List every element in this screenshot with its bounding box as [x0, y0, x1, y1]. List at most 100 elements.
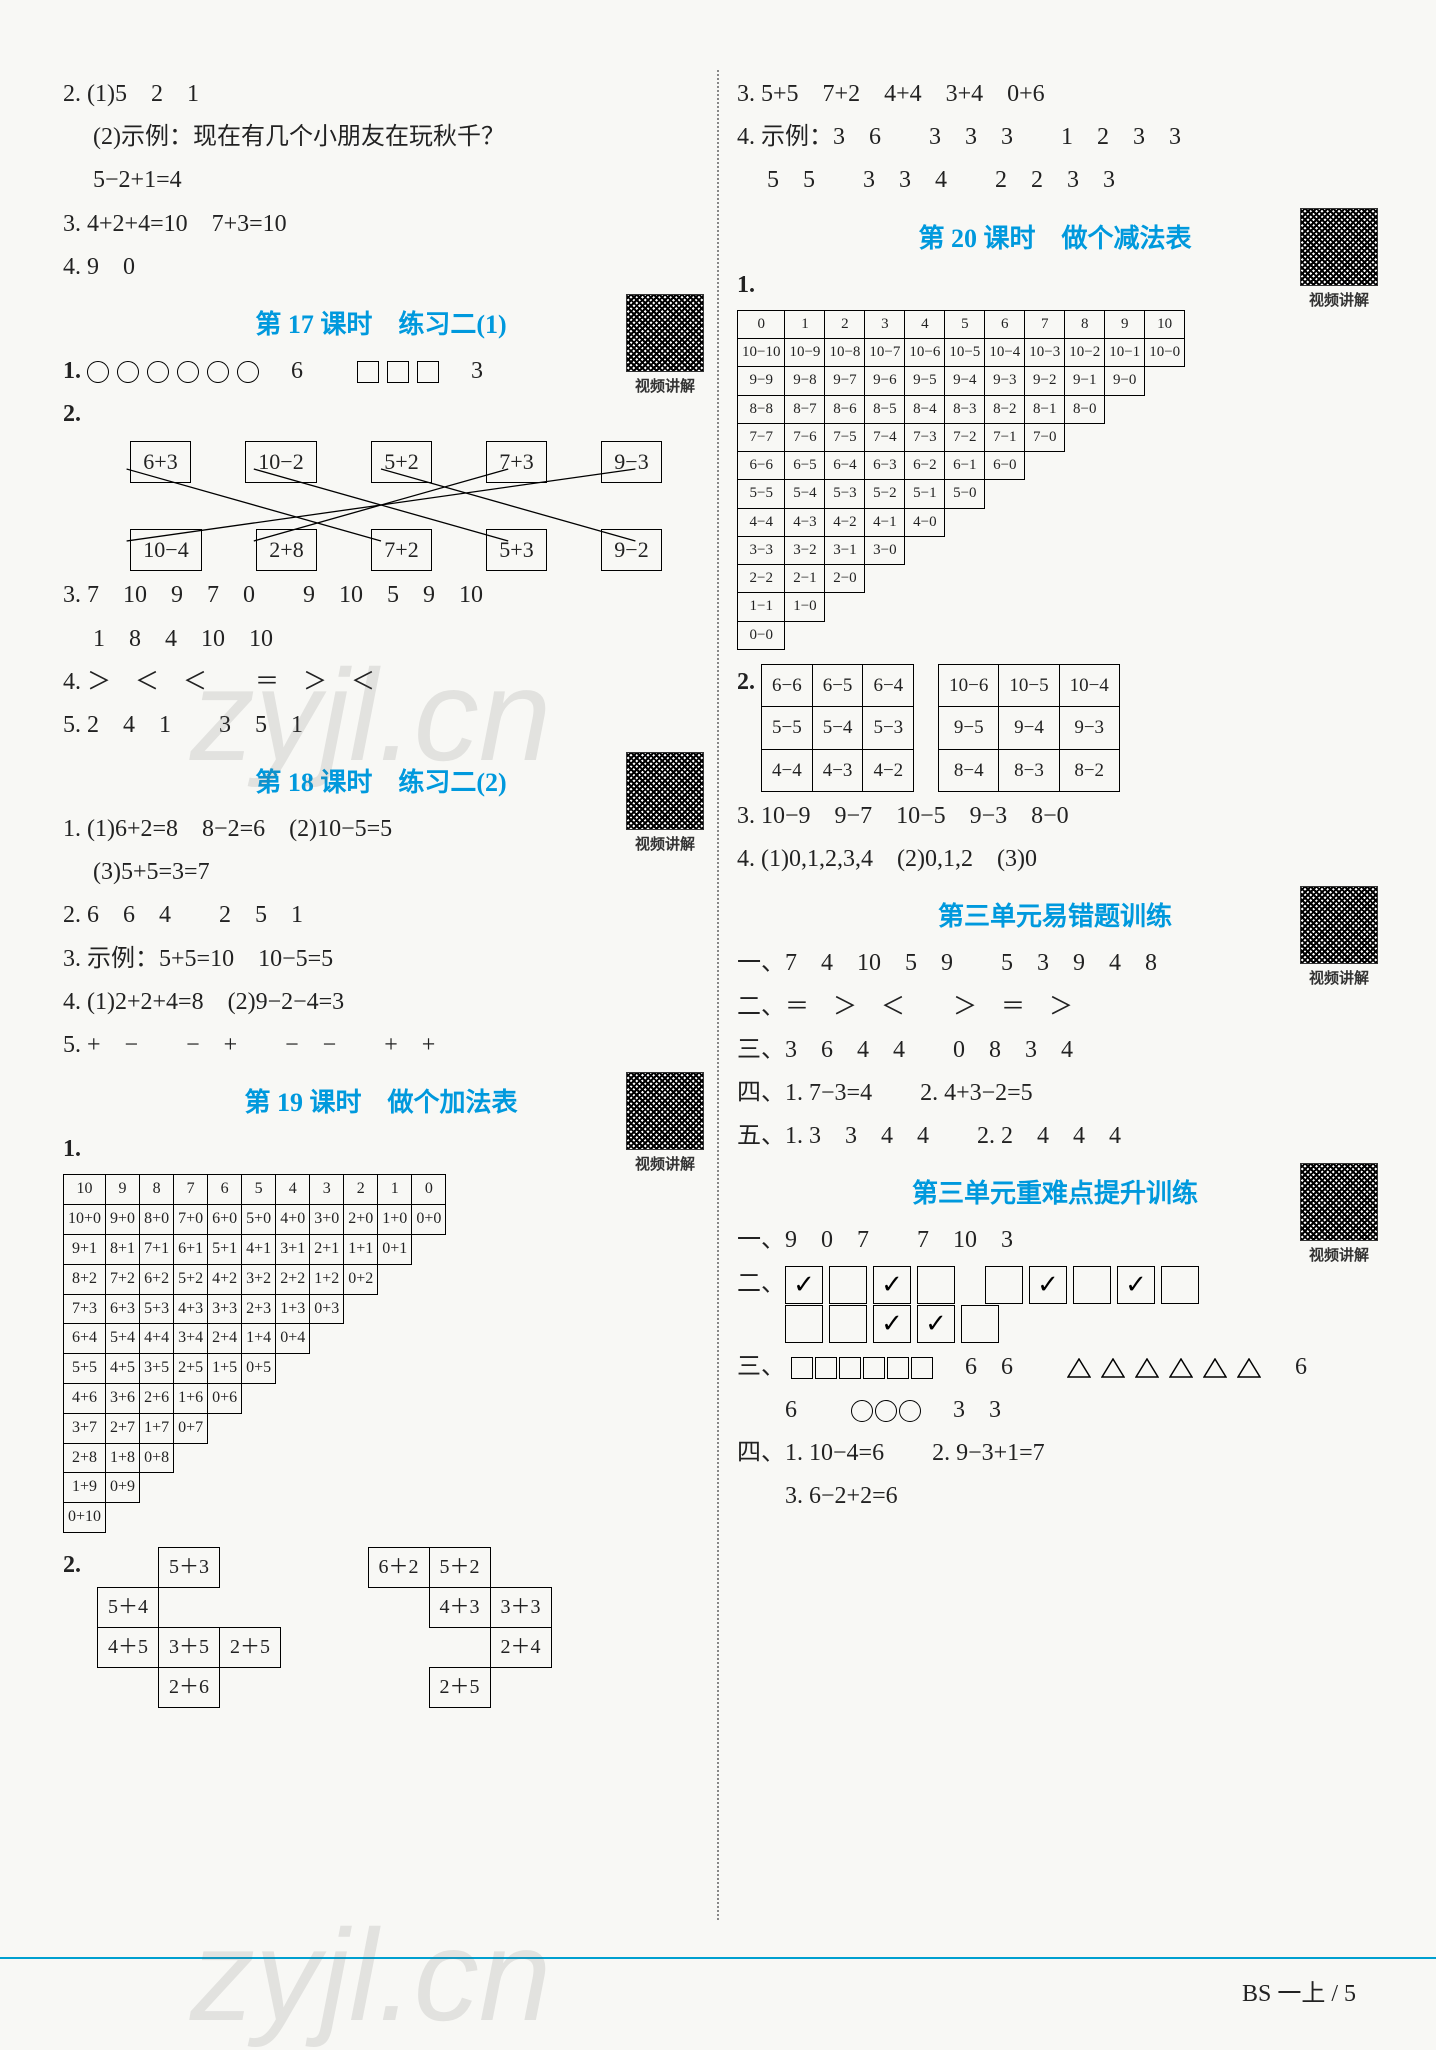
match-lines [63, 441, 699, 571]
cell: 1+7 [140, 1413, 174, 1443]
unit3-errors-heading: 第三单元易错题训练 [737, 896, 1373, 933]
cell: 3 [865, 310, 905, 338]
cell: 8+0 [140, 1205, 174, 1235]
square-icon [387, 361, 409, 383]
cell: 2−2 [738, 565, 785, 593]
cell: 6−4 [863, 664, 914, 706]
right-column: 3. 5+5 7+2 4+4 3+4 0+6 4. 示例：3 6 3 3 3 1… [719, 70, 1391, 1920]
cell [368, 1587, 429, 1627]
cell: 9−5 [905, 367, 945, 395]
qr-code-icon[interactable] [1300, 208, 1378, 286]
cell: 8−2 [985, 395, 1025, 423]
cell: 2+4 [208, 1324, 242, 1354]
ans-line: 五、1. 3 3 4 4 2. 2 4 4 4 [737, 1118, 1373, 1155]
cell [98, 1547, 159, 1587]
q20-2: 2. 6−66−56−45−55−45−34−44−34−2 10−610−51… [737, 664, 1373, 792]
cell: 6−0 [985, 452, 1025, 480]
checkbox [961, 1305, 999, 1343]
cell: 1−0 [785, 593, 825, 621]
cell: 9−9 [738, 367, 785, 395]
cell: 4−0 [905, 508, 945, 536]
cell: 2+3 [242, 1294, 276, 1324]
qr-code-icon[interactable] [626, 752, 704, 830]
cell [490, 1667, 551, 1707]
cell: 6−6 [738, 452, 785, 480]
ans-line: 2. (1)5 2 1 [63, 76, 699, 113]
match-graph: 6+310−25+27+39−3 10−42+87+25+39−2 [63, 441, 699, 571]
cell: 8−3 [999, 749, 1059, 791]
cell: 5−4 [812, 707, 863, 749]
cell: 2 [825, 310, 865, 338]
cell: 2+5 [174, 1354, 208, 1384]
ans-line: 二、＝ ＞ ＜ ＞ ＝ ＞ [737, 989, 1373, 1026]
cell: 4+6 [64, 1383, 106, 1413]
cell: 4−2 [863, 749, 914, 791]
cell: 5＋2 [429, 1547, 490, 1587]
cell [368, 1667, 429, 1707]
ans-line: 三、3 6 4 4 0 8 3 4 [737, 1032, 1373, 1069]
value: 3 [471, 358, 483, 384]
ans-line: 4. ＞ ＜ ＜ ＝ ＞ ＜ [63, 664, 699, 701]
cell: 6+4 [64, 1324, 106, 1354]
cell: 8−5 [865, 395, 905, 423]
cell: 1 [378, 1175, 412, 1205]
cell: 7−4 [865, 423, 905, 451]
cell: 2+1 [310, 1234, 344, 1264]
ans-line: 5. 2 4 1 3 5 1 [63, 707, 699, 744]
lesson-20-heading: 第 20 课时 做个减法表 [737, 218, 1373, 255]
qr-code-icon[interactable] [1300, 886, 1378, 964]
heading-text: 第 17 课时 练习二(1) [255, 310, 506, 339]
qr-code-icon[interactable] [626, 294, 704, 372]
cell: 9−3 [1059, 707, 1119, 749]
cell: 9−4 [999, 707, 1059, 749]
cell: 4+4 [140, 1324, 174, 1354]
qr-code-icon[interactable] [626, 1072, 704, 1150]
cell: 0 [412, 1175, 446, 1205]
circle-icon [87, 361, 109, 383]
heading-text: 第 20 课时 做个减法表 [918, 224, 1191, 253]
cell: 2＋5 [429, 1667, 490, 1707]
cell: 1+2 [310, 1264, 344, 1294]
cell: 5+4 [106, 1324, 140, 1354]
cell: 3+6 [106, 1383, 140, 1413]
cell: 3−0 [865, 536, 905, 564]
cell: 6 [208, 1175, 242, 1205]
cell: 1 [785, 310, 825, 338]
cell: 8 [1065, 310, 1105, 338]
cell: 10−3 [1025, 339, 1065, 367]
cell: 4−1 [865, 508, 905, 536]
cell [98, 1667, 159, 1707]
cell: 10 [64, 1175, 106, 1205]
cell: 9−7 [825, 367, 865, 395]
ans-line: 3. 10−9 9−7 10−5 9−3 8−0 [737, 798, 1373, 835]
q19-2: 2. 5＋35＋44＋53＋52＋52＋6 6＋25＋24＋33＋32＋42＋5 [63, 1547, 699, 1708]
cell: 2+2 [276, 1264, 310, 1294]
cell: 4−4 [762, 749, 813, 791]
lesson-18-heading: 第 18 课时 练习二(2) [63, 762, 699, 799]
cell: 7+2 [106, 1264, 140, 1294]
cell: 6−3 [865, 452, 905, 480]
cell: 6−2 [905, 452, 945, 480]
ans-line: 2. 6 6 4 2 5 1 [63, 897, 699, 934]
cell: 3＋5 [159, 1627, 220, 1667]
cell: 10−5 [945, 339, 985, 367]
cell: 9−6 [865, 367, 905, 395]
qr-code-icon[interactable] [1300, 1163, 1378, 1241]
zn3b: 6 3 3 [737, 1392, 1373, 1429]
heading-text: 第三单元易错题训练 [938, 902, 1172, 931]
cell: 10−4 [1059, 664, 1119, 706]
cell: 10−6 [905, 339, 945, 367]
cell: 1+8 [106, 1443, 140, 1473]
ans-line: 1. (1)6+2=8 8−2=6 (2)10−5=5 [63, 811, 699, 848]
cell: 7+0 [174, 1205, 208, 1235]
cell: 10−7 [865, 339, 905, 367]
cell: 10−10 [738, 339, 785, 367]
cell: 9 [106, 1175, 140, 1205]
cell: 3−3 [738, 536, 785, 564]
cell: 7 [1025, 310, 1065, 338]
checkbox: ✓ [785, 1266, 823, 1304]
cell: 9−2 [1025, 367, 1065, 395]
cell [220, 1667, 281, 1707]
ans-line: 四、1. 10−4=6 2. 9−3+1=7 [737, 1435, 1373, 1472]
cell: 5−1 [905, 480, 945, 508]
